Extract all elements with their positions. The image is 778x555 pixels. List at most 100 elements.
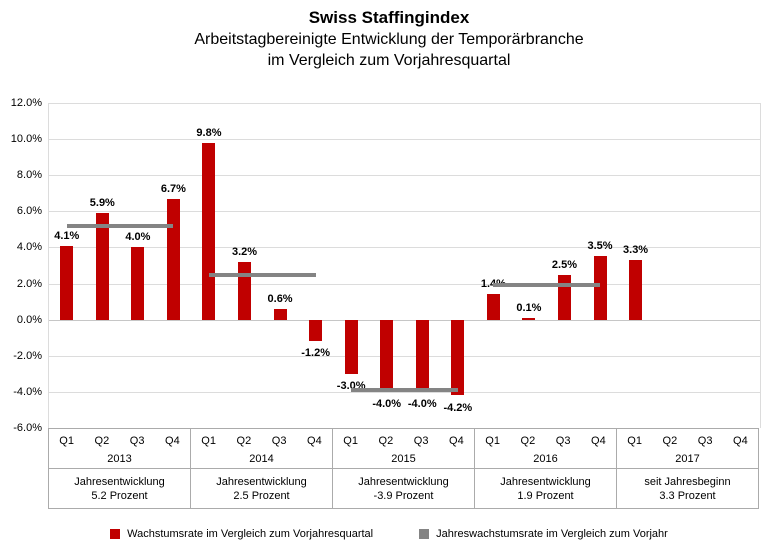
annual-average-line-2013 (66, 223, 174, 228)
bar-value-label: 1.4% (463, 278, 523, 291)
bar-2014-q1 (202, 142, 216, 320)
bar-2013-q3 (131, 247, 145, 320)
y-axis-tick-label: 12.0% (10, 97, 42, 109)
bar-value-label: 3.3% (623, 244, 649, 257)
quarter-label: Q2 (94, 435, 110, 447)
annual-average-line-2015 (351, 388, 458, 393)
quarter-label: Q2 (236, 435, 252, 447)
bar-2015-q1 (344, 319, 358, 374)
annual-summary-line1: Jahresentwicklung (500, 475, 591, 488)
annual-series-swatch-icon (419, 529, 430, 539)
zero-gridline (49, 319, 760, 321)
annual-summary: seit Jahresbeginn 3.3 Prozent (617, 468, 758, 508)
quarter-label: Q2 (662, 435, 678, 447)
annual-summary-line1: Jahresentwicklung (358, 475, 449, 488)
year-label: 2016 (533, 453, 558, 465)
y-axis-tick-label: 0.0% (16, 313, 42, 326)
gridline (49, 247, 760, 249)
annual-summary-line2: 2.5 Prozent (233, 489, 290, 502)
year-group-2015: Q1 Q2 Q3 Q4 2015 Jahresentwicklung -3.9 Prozen… (332, 429, 474, 508)
annual-summary-line2: 3.3 Prozent (659, 489, 716, 502)
quarter-label-row: Q1 Q2 Q3 Q4 (49, 429, 190, 453)
annual-average-line-2014 (208, 272, 316, 277)
gridline (49, 103, 760, 104)
plot-area: 4.1% 5.9% 4.0% 6.7% 9.8% 3.2% 0.6% -1.2% -3.0% -4… (48, 103, 761, 428)
chart-subtitle-line1: Arbeitstagbereinigte Entwicklung der Tem… (194, 31, 584, 48)
quarter-label: Q1 (59, 435, 74, 447)
quarter-label: Q3 (697, 435, 713, 447)
year-group-2013: Q1 Q2 Q3 Q4 2013 Jahresentwicklung 5.2 Prozent (49, 429, 190, 508)
bar-2013-q4 (166, 198, 180, 320)
gridline (49, 355, 760, 357)
bar-2014-q4 (309, 319, 323, 342)
year-label: 2013 (107, 453, 132, 465)
bar-2016-q1 (486, 294, 500, 320)
quarter-label: Q3 (129, 435, 145, 447)
bar-value-label: -4.0% (372, 397, 402, 410)
annual-summary: Jahresentwicklung 5.2 Prozent (49, 468, 190, 508)
bar-2014-q3 (273, 308, 287, 320)
quarter-label: Q4 (733, 435, 748, 447)
quarter-label: Q4 (591, 435, 606, 447)
y-axis-tick-label: 2.0% (16, 277, 42, 290)
gridline (49, 211, 760, 213)
bar-value-label: 0.6% (267, 292, 293, 305)
legend-item-quarterly-growth: Wachstumsrate im Vergleich zum Vorjahres… (110, 528, 373, 540)
bar-value-label: 5.9% (89, 197, 115, 210)
bar-2013-q2 (95, 213, 109, 320)
annual-summary: Jahresentwicklung -3.9 Prozent (333, 468, 474, 508)
y-axis-tick-label: -2.0% (13, 349, 42, 362)
gridline (49, 283, 760, 285)
quarter-label: Q4 (449, 435, 464, 447)
bar-value-label: -4.2% (443, 401, 473, 414)
quarter-label: Q1 (627, 435, 642, 447)
quarter-label: Q3 (413, 435, 429, 447)
annual-summary-line1: Jahresentwicklung (74, 475, 165, 488)
bar-value-label: 0.1% (516, 301, 542, 314)
y-axis-tick-label: 8.0% (16, 169, 42, 182)
year-group-2017: Q1 Q2 Q3 Q4 2017 seit Jahresbeginn 3.3 Prozent (616, 429, 758, 508)
bar-value-label: 4.0% (125, 231, 151, 244)
chart-title: Swiss Staffingindex (308, 8, 470, 27)
quarter-label: Q1 (343, 435, 358, 447)
legend-label-quarterly-growth: Wachstumsrate im Vergleich zum Vorjahres… (127, 528, 374, 540)
annual-summary-line1: Jahresentwicklung (216, 475, 307, 488)
year-label: 2014 (249, 453, 274, 465)
bar-value-label: 6.7% (160, 182, 186, 195)
y-axis-tick-label: 6.0% (16, 205, 42, 218)
bar-2015-q2 (380, 319, 394, 392)
quarter-label: Q3 (271, 435, 287, 447)
bar-value-label: 4.1% (54, 229, 80, 242)
chart-subtitle-line2: im Vergleich zum Vorjahresquartal (267, 52, 511, 69)
quarter-label: Q2 (520, 435, 536, 447)
year-label: 2015 (391, 453, 416, 465)
annual-summary-line1: seit Jahresbeginn (644, 475, 731, 488)
bar-2016-q4 (593, 256, 607, 320)
quarter-label: Q3 (555, 435, 571, 447)
year-label: 2017 (675, 453, 700, 465)
quarter-label: Q4 (165, 435, 180, 447)
bar-2016-q3 (557, 274, 571, 320)
year-group-2014: Q1 Q2 Q3 Q4 2014 Jahresentwicklung 2.5 Prozent (190, 429, 332, 508)
legend: Wachstumsrate im Vergleich zum Vorjahres… (0, 528, 778, 540)
quarter-label-row: Q1 Q2 Q3 Q4 (617, 429, 758, 453)
bar-2017-q1 (629, 260, 643, 320)
bar-value-label: 9.8% (196, 126, 222, 139)
quarter-label-row: Q1 Q2 Q3 Q4 (191, 429, 332, 453)
bar-2015-q4 (451, 319, 465, 396)
gridline (49, 139, 760, 141)
y-axis-tick-label: 10.0% (10, 133, 42, 146)
gridline (49, 175, 760, 177)
quarterly-series-swatch-icon (110, 529, 121, 539)
bar-value-label: 3.5% (587, 240, 613, 253)
quarter-label: Q2 (378, 435, 394, 447)
legend-label-annual-growth: Jahreswachstumsrate im Vergleich zum Vor… (436, 528, 668, 540)
y-axis-tick-label: -4.0% (13, 385, 42, 398)
annual-summary-line2: 5.2 Prozent (91, 489, 148, 502)
quarter-label-row: Q1 Q2 Q3 Q4 (333, 429, 474, 453)
year-group-2016: Q1 Q2 Q3 Q4 2016 Jahresentwicklung 1.9 Prozent (474, 429, 616, 508)
bar-2016-q2 (522, 317, 536, 320)
quarter-label: Q1 (485, 435, 500, 447)
y-axis-tick-label: -6.0% (13, 422, 42, 434)
